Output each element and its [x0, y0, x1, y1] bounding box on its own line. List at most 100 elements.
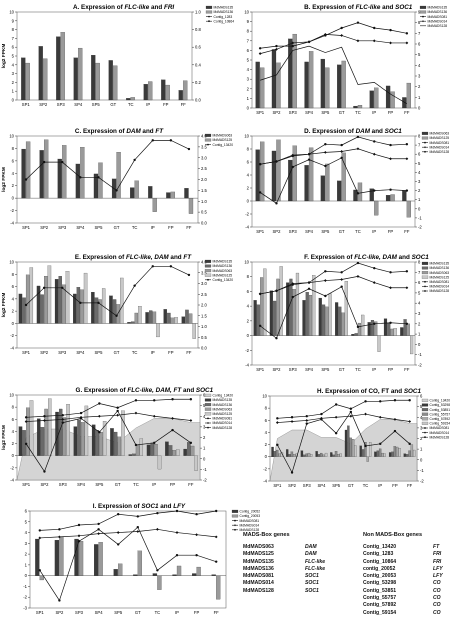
x-tick-label: SP5: [332, 483, 341, 488]
panel-title-part: FLC-like: [124, 4, 149, 11]
bar: [408, 450, 411, 457]
y2-tick-label: -1: [418, 215, 422, 220]
bar: [108, 60, 113, 101]
y-tick-label: 0: [12, 453, 15, 458]
line-point: [334, 431, 338, 435]
bar: [302, 300, 306, 336]
x-tick-label: TC: [355, 229, 361, 234]
legend-label: Contig_53851: [430, 408, 451, 412]
y2-tick-label: 0.5: [201, 335, 207, 340]
y2-tick-label: 9: [418, 10, 421, 15]
y2-tick-label: 1.0: [201, 324, 207, 329]
non-mads-gene-row: contig_20052 LFY: [363, 566, 443, 573]
bar: [116, 304, 120, 324]
bar: [152, 311, 157, 324]
bar: [279, 266, 283, 336]
line-point: [389, 321, 392, 324]
legend-marker: [207, 143, 209, 146]
bar: [120, 277, 124, 324]
line-point: [291, 41, 295, 45]
bar: [341, 152, 346, 202]
line-point: [275, 337, 278, 340]
bar: [80, 422, 85, 456]
line-point: [356, 325, 360, 329]
x-tick-label: SP2: [272, 367, 281, 372]
y2-tick-label: 2: [203, 435, 206, 440]
line-point: [61, 418, 65, 421]
x-tick-label: SP5: [94, 350, 103, 355]
line-series: [259, 157, 407, 204]
line-point: [356, 275, 360, 278]
y2-tick-label: 2: [418, 321, 421, 326]
non-mads-gene-row: Contig_55757 CO: [363, 595, 443, 602]
x-tick-label: GT: [339, 367, 345, 372]
bar: [154, 444, 158, 456]
bar: [148, 186, 153, 199]
legend-marker: [424, 290, 426, 292]
y2-tick-label: 8: [418, 260, 421, 265]
line-point: [307, 152, 311, 156]
y2-tick-label: 0: [418, 342, 421, 347]
bar: [292, 145, 297, 202]
bar: [292, 33, 297, 109]
y-tick-label: 8: [12, 272, 15, 277]
y2-tick-label: 7: [418, 270, 421, 275]
x-tick-label: SP3: [57, 102, 66, 107]
bar: [255, 61, 260, 109]
line-point: [79, 417, 83, 420]
line-point: [61, 286, 64, 289]
bar: [304, 61, 309, 109]
bar: [98, 542, 103, 576]
line-point: [98, 430, 101, 434]
legend-marker: [424, 427, 426, 429]
x-tick-label: FP: [163, 102, 169, 107]
y2-tick-label: 0.2: [195, 80, 201, 85]
line-point: [169, 265, 173, 268]
y2-tick-label: 5: [418, 290, 421, 295]
x-tick-label: SP2: [40, 482, 49, 487]
bar: [26, 407, 30, 456]
panel-title-part: FT: [155, 128, 164, 135]
bar: [73, 57, 78, 101]
bar: [146, 444, 151, 456]
bar: [62, 284, 66, 324]
gene-name: Contig_53851: [363, 587, 397, 594]
y2-tick-label: 2.0: [201, 177, 207, 182]
panel-d: D. Expression of DAM and SOC1-4-20246810…: [244, 128, 449, 234]
bar: [109, 295, 113, 324]
panel-title-part: and: [149, 4, 164, 11]
legend-label: MdMADS136: [214, 10, 234, 14]
bar: [43, 58, 48, 101]
line-point: [275, 421, 279, 424]
line-point: [258, 162, 262, 166]
legend-marker: [234, 519, 236, 522]
y-tick-label: -4: [263, 479, 267, 484]
bar: [77, 419, 81, 456]
line-point: [405, 41, 409, 45]
y-tick-label: -2: [245, 348, 249, 353]
y2-tick-label: 4: [418, 301, 421, 306]
y-axis-label: log2 FPKM: [1, 425, 7, 450]
legend-label: Contig_55757: [430, 412, 451, 416]
line-point: [323, 150, 327, 154]
y2-tick-label: 0.5: [201, 210, 207, 215]
panel-title-part: DAM: [126, 128, 141, 135]
x-tick-label: IP: [378, 483, 382, 488]
line-point: [340, 285, 343, 288]
gene-type: SOC1: [305, 580, 319, 587]
bar: [181, 316, 186, 324]
line-point: [320, 418, 323, 421]
line-point: [133, 284, 136, 287]
line-series: [25, 265, 190, 317]
line-point: [373, 26, 376, 30]
y-tick-label: 2: [12, 309, 15, 314]
line-point: [356, 261, 360, 265]
bar: [315, 451, 318, 457]
y2-tick-label: 6: [203, 393, 206, 398]
bar: [134, 180, 139, 199]
y-tick-label: 10: [244, 260, 249, 265]
line-point: [307, 158, 311, 161]
bar: [260, 277, 264, 336]
y-tick-label: 0: [247, 199, 250, 204]
line-point: [275, 160, 278, 163]
